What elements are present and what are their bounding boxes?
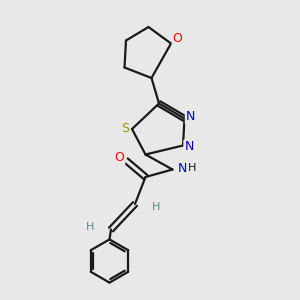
Text: H: H [152, 202, 160, 212]
Text: S: S [122, 122, 129, 136]
Text: N: N [184, 140, 194, 154]
Text: H: H [188, 163, 196, 173]
Text: H: H [86, 221, 94, 232]
Text: N: N [186, 110, 195, 124]
Text: N: N [177, 161, 187, 175]
Text: O: O [115, 151, 124, 164]
Text: O: O [173, 32, 182, 46]
